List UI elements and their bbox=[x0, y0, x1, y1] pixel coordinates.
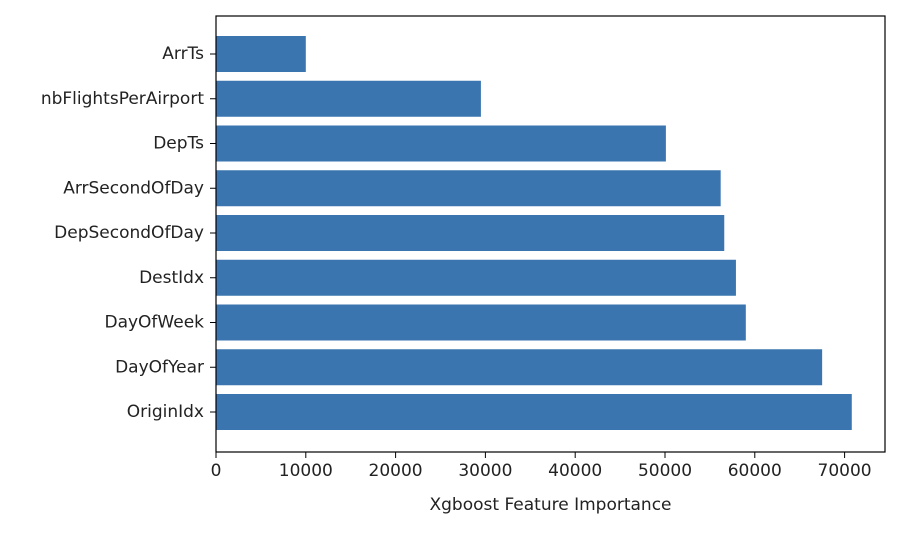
bar bbox=[216, 125, 666, 162]
x-tick-label: 60000 bbox=[728, 461, 782, 481]
x-tick-label: 40000 bbox=[548, 461, 602, 481]
x-tick-label: 10000 bbox=[279, 461, 333, 481]
bar bbox=[216, 259, 736, 296]
y-tick-label: DepSecondOfDay bbox=[54, 223, 204, 243]
y-tick-label: ArrSecondOfDay bbox=[63, 178, 204, 198]
x-tick-label: 50000 bbox=[638, 461, 692, 481]
bar bbox=[216, 304, 746, 341]
y-tick-label: DayOfYear bbox=[115, 357, 204, 377]
y-tick-label: DayOfWeek bbox=[104, 313, 204, 333]
x-axis-label: Xgboost Feature Importance bbox=[429, 495, 671, 515]
y-axis-ticks: ArrTs nbFlightsPerAirport DepTs ArrSecondOf… bbox=[41, 44, 216, 422]
y-tick-label: DestIdx bbox=[139, 268, 204, 288]
x-axis-ticks: 0 10000 20000 30000 40000 50000 60000 70000 bbox=[211, 452, 872, 481]
x-tick-label: 70000 bbox=[818, 461, 872, 481]
plot-frame bbox=[215, 15, 886, 453]
bar bbox=[216, 215, 725, 251]
bar bbox=[216, 349, 823, 386]
x-tick-label: 20000 bbox=[369, 461, 423, 481]
bar bbox=[216, 80, 481, 117]
y-tick-label: DepTs bbox=[153, 134, 204, 154]
bar bbox=[216, 170, 721, 207]
y-tick-label: ArrTs bbox=[162, 44, 204, 64]
bar bbox=[216, 394, 852, 430]
y-tick-label: OriginIdx bbox=[127, 402, 204, 422]
x-tick-label: 0 bbox=[211, 461, 222, 481]
x-tick-label: 30000 bbox=[458, 461, 512, 481]
bar bbox=[216, 36, 306, 72]
bars-group bbox=[216, 36, 852, 430]
y-tick-label: nbFlightsPerAirport bbox=[41, 89, 204, 109]
